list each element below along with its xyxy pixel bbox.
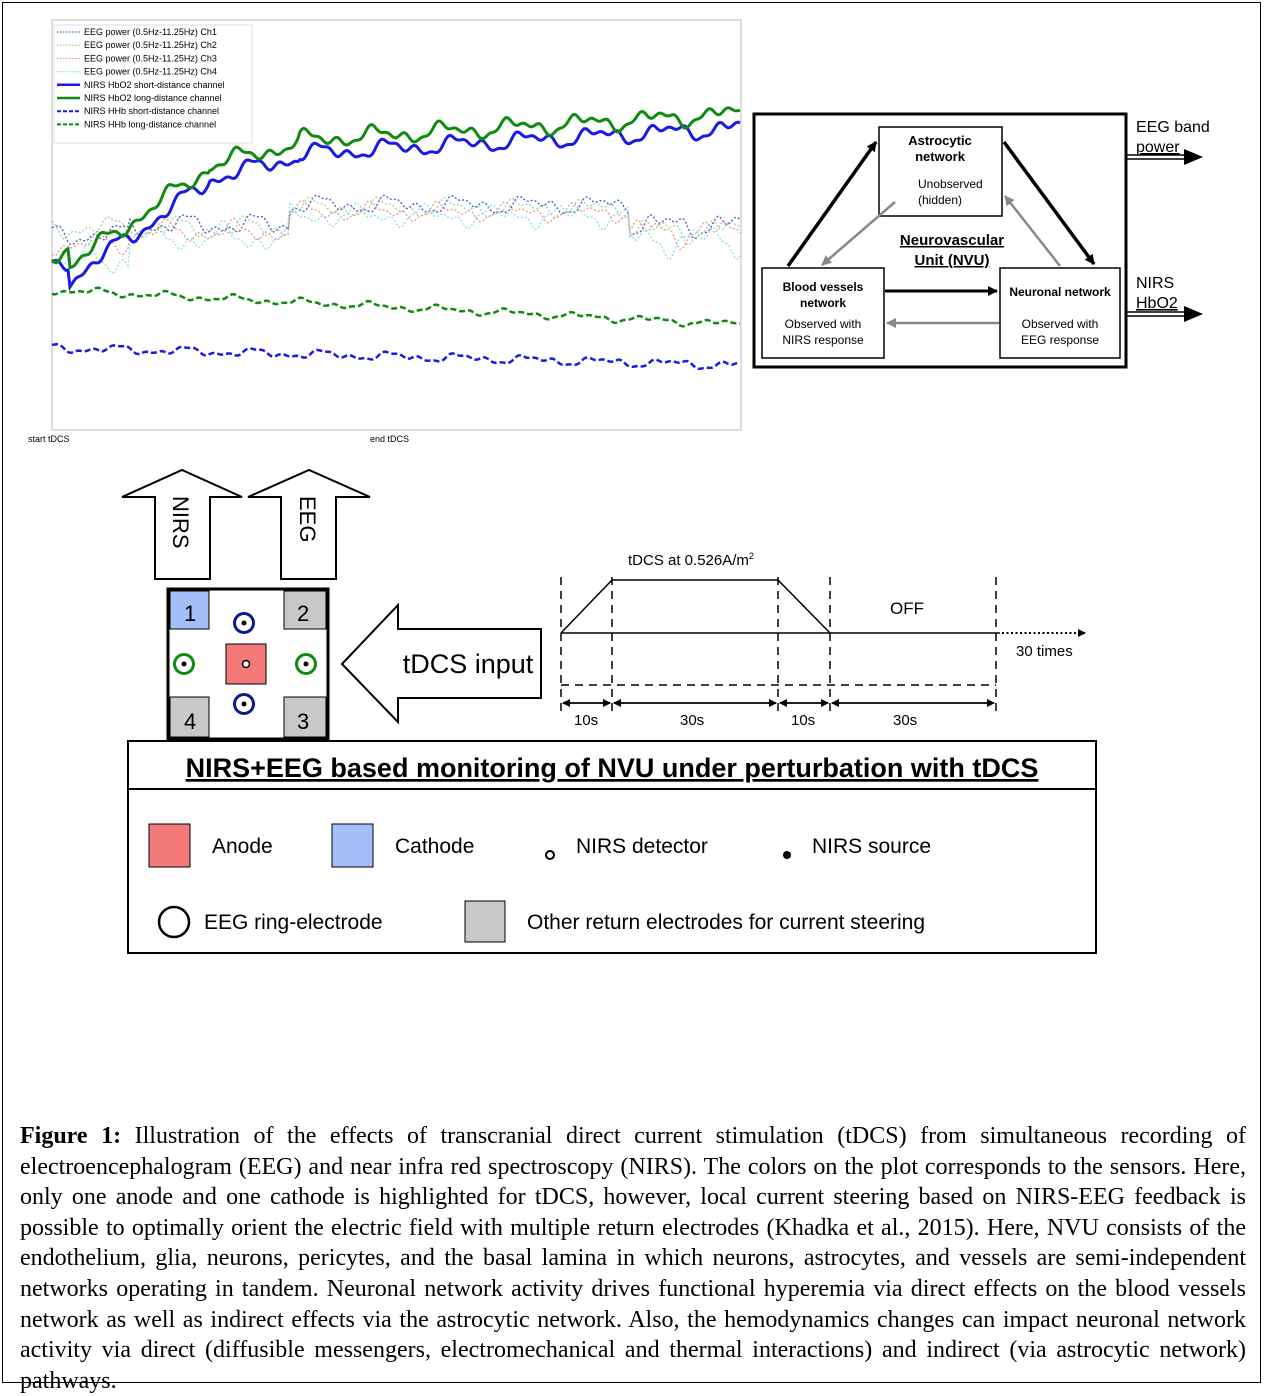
legend-entry-1: EEG power (0.5Hz-11.25Hz) Ch1 bbox=[84, 27, 217, 37]
electrode-3-label: 3 bbox=[297, 709, 309, 734]
neuronal-sub-2: EEG response bbox=[1021, 333, 1099, 347]
neuronal-sub-1: Observed with bbox=[1022, 317, 1099, 331]
out-nirs-1: NIRS bbox=[1136, 275, 1174, 292]
legend-background bbox=[53, 24, 253, 144]
duration-1: 10s bbox=[574, 712, 598, 729]
series-6 bbox=[50, 106, 741, 270]
eeg-arrow-label: EEG bbox=[295, 496, 320, 542]
series-5 bbox=[51, 120, 741, 292]
legend-eeg-ring: EEG ring-electrode bbox=[204, 911, 383, 934]
astro-sub-2: (hidden) bbox=[918, 193, 962, 207]
duration-2: 30s bbox=[680, 712, 704, 729]
nirs-source-symbol bbox=[783, 851, 791, 859]
legend-entry-5: NIRS HbO2 short-distance channel bbox=[84, 80, 225, 90]
out-eeg-2: power bbox=[1136, 139, 1180, 156]
montage: NIRS EEG 1 2 3 4 tDCS input bbox=[121, 468, 542, 741]
legend-entry-3: EEG power (0.5Hz-11.25Hz) Ch3 bbox=[84, 53, 217, 63]
legend-entry-6: NIRS HbO2 long-distance channel bbox=[84, 93, 222, 103]
neuronal-title: Neuronal network bbox=[1009, 285, 1111, 299]
legend-other-return: Other return electrodes for current stee… bbox=[527, 911, 925, 934]
nvu-title-1: Neurovascular bbox=[900, 232, 1004, 249]
legend-entry-2: EEG power (0.5Hz-11.25Hz) Ch2 bbox=[84, 40, 217, 50]
series-8 bbox=[51, 286, 741, 328]
blood-title-1: Blood vessels bbox=[783, 280, 864, 294]
anode-swatch bbox=[148, 823, 191, 868]
nirs-detector-symbol bbox=[545, 850, 555, 860]
legend-anode: Anode bbox=[212, 835, 273, 858]
astrocytic-network-box bbox=[878, 126, 1003, 217]
blood-sub-2: NIRS response bbox=[782, 333, 864, 347]
arrow-blood-to-astro bbox=[786, 140, 878, 268]
electrode-1-cathode bbox=[169, 590, 210, 630]
electrode-4-label: 4 bbox=[184, 709, 196, 734]
eeg-up-arrow bbox=[247, 468, 371, 580]
blood-title-2: network bbox=[800, 296, 846, 310]
astro-title-2: network bbox=[915, 149, 966, 164]
return-swatch bbox=[464, 900, 506, 943]
arrow-neuronal-to-astro bbox=[1004, 195, 1061, 267]
legend-cathode: Cathode bbox=[395, 835, 474, 858]
legend-nirs-source: NIRS source bbox=[812, 835, 931, 858]
blood-sub-1: Observed with bbox=[785, 317, 862, 331]
legend-title: NIRS+EEG based monitoring of NVU under p… bbox=[186, 753, 1039, 783]
signal-plot: start tDCS end tDCS EEG power (0.5Hz-11.… bbox=[28, 19, 742, 444]
out-eeg-1: EEG band bbox=[1136, 119, 1210, 136]
out-nirs-arrow bbox=[1184, 306, 1203, 322]
electrode-2-label: 2 bbox=[297, 601, 309, 626]
series-2 bbox=[51, 196, 741, 246]
figure-caption: Figure 1: Illustration of the effects of… bbox=[20, 1121, 1246, 1396]
nirs-up-arrow bbox=[121, 468, 243, 580]
x-label-start: start tDCS bbox=[28, 434, 70, 444]
electrode-4-return bbox=[169, 696, 210, 738]
series-4 bbox=[51, 200, 741, 274]
timing-diagram: tDCS at 0.526A/m2 OFF 30 times 10s 30s 1… bbox=[560, 551, 1086, 729]
tdcs-waveform bbox=[560, 579, 831, 634]
legend-entry-7: NIRS HHb short-distance channel bbox=[84, 106, 219, 116]
series-3 bbox=[51, 199, 741, 257]
nvu-diagram: Astrocytic network Unobserved (hidden) N… bbox=[752, 112, 1210, 369]
nirs-source-top bbox=[241, 620, 247, 626]
nirs-detector-center bbox=[241, 659, 251, 669]
repeat-label: 30 times bbox=[1016, 643, 1073, 660]
duration-4: 30s bbox=[893, 712, 917, 729]
legend-entry-8: NIRS HHb long-distance channel bbox=[84, 119, 216, 129]
eeg-ring-symbol bbox=[157, 905, 191, 939]
electrode-2-return bbox=[283, 590, 327, 630]
legend-box: NIRS+EEG based monitoring of NVU under p… bbox=[127, 740, 1097, 954]
out-nirs-2: HbO2 bbox=[1136, 295, 1178, 312]
out-eeg-arrow bbox=[1184, 149, 1203, 165]
arrow-astro-to-neuronal bbox=[1002, 140, 1096, 266]
legend-box-frame bbox=[127, 740, 1097, 954]
arrow-astro-to-blood bbox=[821, 201, 896, 266]
x-label-end: end tDCS bbox=[370, 434, 409, 444]
plot-legend: EEG power (0.5Hz-11.25Hz) Ch1 EEG power (… bbox=[53, 24, 253, 144]
blood-vessels-box bbox=[761, 267, 885, 359]
neuronal-network-box bbox=[999, 267, 1121, 359]
tdcs-input-label: tDCS input bbox=[403, 649, 534, 679]
figure-graphics: start tDCS end tDCS EEG power (0.5Hz-11.… bbox=[28, 19, 1210, 954]
caption-label: Figure 1: bbox=[20, 1123, 122, 1149]
series-1 bbox=[51, 194, 741, 246]
legend-entry-4: EEG power (0.5Hz-11.25Hz) Ch4 bbox=[84, 67, 217, 77]
electrode-3-return bbox=[283, 696, 327, 738]
cathode-swatch bbox=[331, 823, 374, 868]
legend-nirs-detector: NIRS detector bbox=[576, 835, 708, 858]
nirs-arrow-label: NIRS bbox=[168, 496, 193, 549]
astro-title-1: Astrocytic bbox=[908, 133, 972, 148]
timing-title: tDCS at 0.526A/m2 bbox=[628, 551, 754, 569]
nirs-source-bottom bbox=[241, 701, 247, 707]
caption-text: Illustration of the effects of transcran… bbox=[20, 1123, 1246, 1394]
series-7 bbox=[51, 343, 741, 371]
tdcs-input-arrow bbox=[340, 602, 542, 725]
off-label: OFF bbox=[890, 599, 924, 618]
nvu-title-2: Unit (NVU) bbox=[915, 252, 990, 269]
electrode-1-label: 1 bbox=[184, 601, 196, 626]
duration-3: 10s bbox=[791, 712, 815, 729]
plot-series bbox=[50, 106, 741, 371]
astro-sub-1: Unobserved bbox=[918, 177, 983, 191]
